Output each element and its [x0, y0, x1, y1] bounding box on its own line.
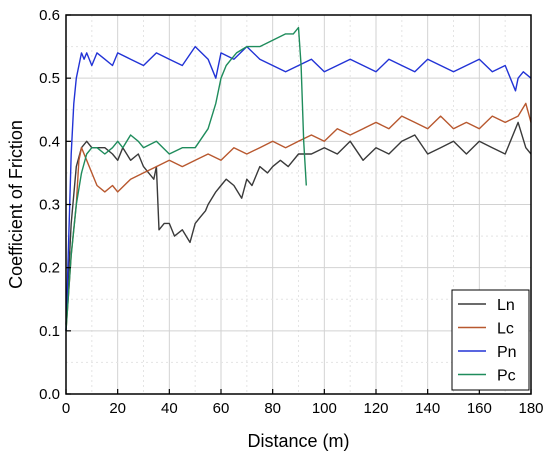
y-tick-label: 0.3 — [39, 197, 60, 214]
x-tick-label: 40 — [161, 400, 178, 417]
y-tick-label: 0.5 — [39, 70, 60, 87]
legend-label-ln: Ln — [497, 297, 515, 314]
series-layer — [65, 26, 532, 331]
x-tick-label: 0 — [62, 400, 70, 417]
legend-label-pn: Pn — [497, 344, 517, 361]
series-line-lc — [65, 102, 532, 331]
x-tick-label: 120 — [363, 400, 388, 417]
legend: Ln Lc Pn Pc — [451, 289, 530, 391]
x-tick-label: 180 — [518, 400, 543, 417]
y-tick-label: 0.4 — [39, 133, 60, 150]
x-tick-label: 140 — [415, 400, 440, 417]
x-tick-label: 100 — [312, 400, 337, 417]
x-tick-label: 160 — [467, 400, 492, 417]
x-tick-label: 60 — [213, 400, 230, 417]
y-tick-label: 0.1 — [39, 323, 60, 340]
legend-box — [451, 289, 530, 391]
series-line-pc — [65, 26, 307, 331]
x-tick-label: 80 — [264, 400, 281, 417]
series-line-ln — [65, 121, 532, 325]
y-tick-label: 0.0 — [39, 386, 60, 403]
y-axis-title: Coefficient of Friction — [6, 120, 26, 289]
ticks: 0 20 40 60 80 100 120 140 160 180 0.0 0.1 0.2 0.3 0.4 0… — [39, 7, 543, 417]
legend-label-lc: Lc — [497, 321, 514, 338]
x-tick-label: 20 — [109, 400, 126, 417]
y-tick-label: 0.6 — [39, 7, 60, 24]
legend-label-pc: Pc — [497, 368, 516, 385]
y-tick-label: 0.2 — [39, 260, 60, 277]
x-axis-title: Distance (m) — [247, 431, 349, 451]
series-line-pn — [65, 45, 532, 331]
